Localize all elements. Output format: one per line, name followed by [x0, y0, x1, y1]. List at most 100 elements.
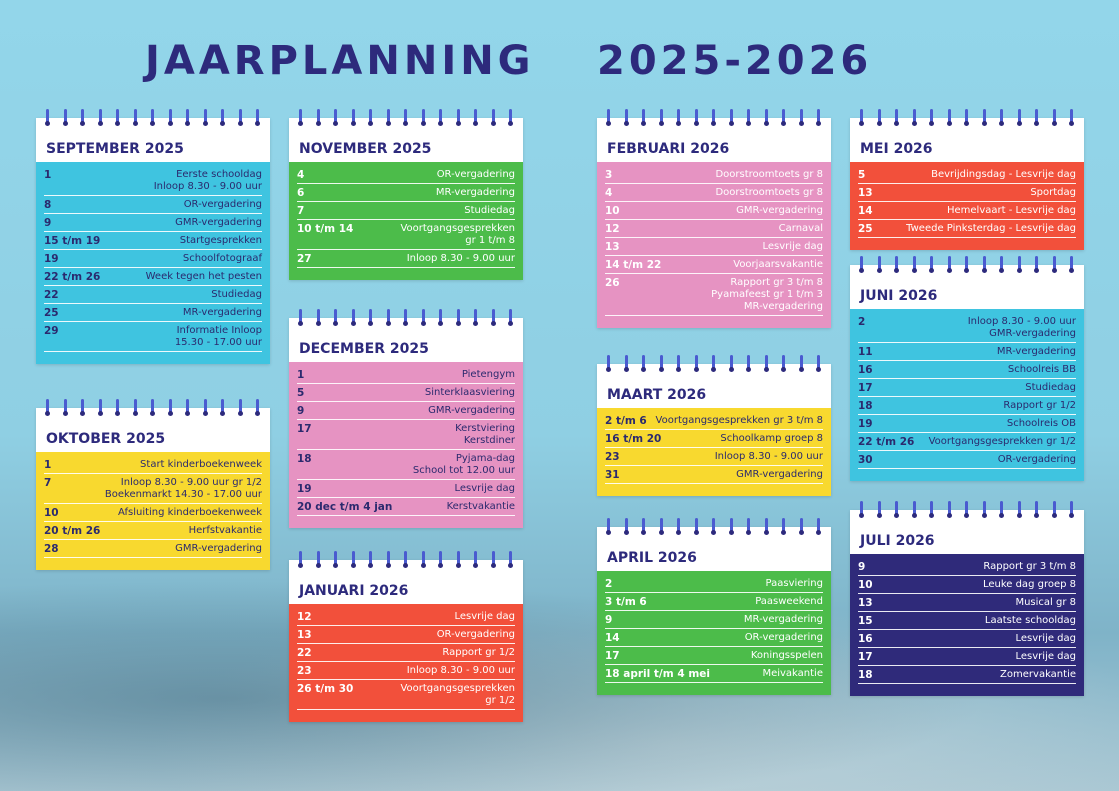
- event-line: GMR-vergadering: [175, 217, 262, 228]
- event-row: 2 t/m 6 Voortgangsgesprekken gr 3 t/m 8: [605, 412, 823, 430]
- spiral-ring: [167, 109, 173, 126]
- spiral-ring: [298, 551, 303, 568]
- event-row: 13 Musical gr 8: [858, 594, 1076, 612]
- event-row: 6 MR-vergadering: [297, 184, 515, 202]
- event-date: 13: [297, 629, 312, 641]
- spiral-ring: [763, 355, 769, 372]
- event-date: 9: [605, 614, 613, 626]
- card-body: 5 Bevrijdingsdag - Lesvrije dag 13 Sportdag…: [850, 162, 1084, 250]
- event-text: Inloop 8.30 - 9.00 uur: [407, 665, 515, 677]
- spiral-ring: [763, 109, 769, 126]
- event-date: 10 t/m 14: [297, 223, 354, 235]
- spiral-ring: [490, 309, 496, 326]
- spiral-ring: [150, 109, 155, 126]
- spiral-ring: [798, 518, 804, 535]
- spiral-ring: [1051, 501, 1057, 518]
- event-row: 30 OR-vergadering: [858, 451, 1076, 469]
- event-line: Schoolreis OB: [1006, 418, 1076, 429]
- event-text: Pietengym: [462, 369, 515, 381]
- event-row: 17 Koningsspelen: [605, 647, 823, 665]
- event-text: Meivakantie: [762, 668, 823, 680]
- event-text: Pyjama-dag School tot 12.00 uur: [413, 453, 515, 477]
- event-line: GMR-vergadering: [989, 328, 1076, 339]
- event-line: Studiedag: [211, 289, 262, 300]
- spiral-ring: [255, 399, 260, 416]
- spiral-ring: [981, 109, 987, 126]
- event-line: Inloop 8.30 - 9.00 uur: [967, 316, 1076, 327]
- event-text: Voorjaarsvakantie: [733, 259, 823, 271]
- event-line: 15.30 - 17.00 uur: [174, 337, 262, 348]
- spiral-ring: [911, 501, 917, 518]
- event-date: 9: [858, 561, 866, 573]
- event-row: 23 Inloop 8.30 - 9.00 uur: [605, 448, 823, 466]
- event-date: 31: [605, 469, 620, 481]
- spiral-ring: [420, 109, 426, 126]
- event-date: 17: [858, 651, 873, 663]
- event-text: MR-vergadering: [436, 187, 515, 199]
- event-row: 9 GMR-vergadering: [297, 402, 515, 420]
- event-row: 18 Zomervakantie: [858, 666, 1076, 684]
- spiral-ring: [1051, 256, 1057, 273]
- event-date: 16: [858, 633, 873, 645]
- event-line: Rapport gr 1/2: [442, 647, 515, 658]
- event-line: Laatste schooldag: [984, 615, 1076, 626]
- spiral-ring: [1069, 256, 1074, 273]
- card-header: OKTOBER 2025: [36, 399, 270, 452]
- event-date: 5: [858, 169, 866, 181]
- event-line: Lesvrije dag: [1015, 651, 1077, 662]
- spiral-ring: [385, 551, 391, 568]
- spiral-ring: [911, 256, 917, 273]
- spiral-ring: [315, 109, 321, 126]
- event-text: Voortgangsgesprekken gr 1/2: [400, 683, 515, 707]
- event-line: School tot 12.00 uur: [412, 465, 515, 476]
- card-header: JULI 2026: [850, 501, 1084, 554]
- spiral-ring: [80, 399, 85, 416]
- spiral-ring: [676, 518, 681, 535]
- event-line: Inloop 8.30 - 9.00 uur: [153, 181, 262, 192]
- event-text: Kerstviering Kerstdiner: [455, 423, 515, 447]
- event-line: Carnaval: [778, 223, 823, 234]
- event-text: OR-vergadering: [184, 199, 262, 211]
- spiral-ring: [1069, 501, 1074, 518]
- spiral-ring: [781, 518, 786, 535]
- event-text: Lesvrije dag: [455, 483, 516, 495]
- spiral-ring: [999, 501, 1004, 518]
- event-line: gr 1/2: [485, 695, 515, 706]
- event-row: 13 Sportdag: [858, 184, 1076, 202]
- month-card: NOVEMBER 2025 4 OR-vergadering 6 MR-vergader…: [289, 109, 523, 280]
- spiral-ring: [929, 501, 934, 518]
- event-row: 17 Studiedag: [858, 379, 1076, 397]
- event-text: Herfstvakantie: [189, 525, 262, 537]
- spiral-ring: [237, 109, 243, 126]
- spiral-ring: [350, 309, 356, 326]
- event-row: 10 GMR-vergadering: [605, 202, 823, 220]
- event-row: 1 Eerste schooldag Inloop 8.30 - 9.00 uur: [44, 166, 262, 196]
- event-date: 19: [858, 418, 873, 430]
- spiral-ring: [676, 355, 681, 372]
- event-row: 28 GMR-vergadering: [44, 540, 262, 558]
- event-text: Schoolfotograaf: [183, 253, 262, 265]
- title: JAARPLANNING: [145, 38, 535, 84]
- event-row: 18 Pyjama-dag School tot 12.00 uur: [297, 450, 515, 480]
- event-date: 10: [44, 507, 59, 519]
- spiral-ring: [97, 109, 103, 126]
- event-row: 5 Bevrijdingsdag - Lesvrije dag: [858, 166, 1076, 184]
- spiral-ring: [490, 109, 496, 126]
- event-line: OR-vergadering: [997, 454, 1076, 465]
- event-line: Inloop 8.30 - 9.00 uur: [406, 253, 515, 264]
- event-date: 10: [858, 579, 873, 591]
- card-body: 2 Inloop 8.30 - 9.00 uur GMR-vergadering 11…: [850, 309, 1084, 481]
- event-line: Doorstroomtoets gr 8: [715, 187, 823, 198]
- event-text: OR-vergadering: [998, 454, 1076, 466]
- event-text: Musical gr 8: [1015, 597, 1076, 609]
- event-text: Studiedag: [1025, 382, 1076, 394]
- spiral-ring: [150, 399, 155, 416]
- event-text: Zomervakantie: [1000, 669, 1076, 681]
- event-line: MR-vergadering: [743, 301, 823, 312]
- spiral-ring: [606, 518, 611, 535]
- card-body: 12 Lesvrije dag 13 OR-vergadering 22 Rapport …: [289, 604, 523, 722]
- spiral-ring: [403, 551, 408, 568]
- event-date: 16: [858, 364, 873, 376]
- spiral-ring: [641, 518, 646, 535]
